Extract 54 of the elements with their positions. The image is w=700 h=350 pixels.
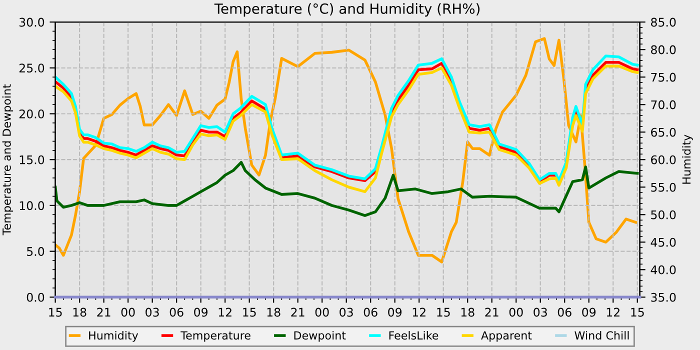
legend-label: Apparent [481, 331, 532, 342]
x-tick-label: 09 [582, 308, 596, 317]
y2-tick-label: 65.0 [651, 128, 676, 137]
x-tick-label: 00 [509, 308, 523, 317]
x-tick-label: 15 [49, 308, 62, 317]
y2-axis-title: Humidity [682, 134, 693, 184]
y-tick-label: 30.0 [20, 18, 44, 27]
y2-tick-label: 60.0 [651, 155, 676, 164]
x-tick-label: 21 [291, 308, 304, 317]
y-tick-label: 25.0 [19, 64, 44, 73]
y2-tick-label: 40.0 [650, 265, 676, 274]
x-tick-label: 15 [437, 308, 450, 317]
x-tick-label: 12 [218, 308, 232, 317]
x-tick-label: 18 [461, 308, 474, 317]
y2-tick-label: 80.0 [651, 45, 676, 54]
x-tick-label: 00 [315, 308, 329, 317]
x-tick-label: 12 [606, 308, 620, 317]
y-tick-label: 0.0 [26, 292, 44, 302]
y-tick-label: 5.0 [27, 247, 44, 256]
y2-tick-label: 75.0 [651, 72, 676, 82]
y-tick-label: 10.0 [20, 201, 44, 210]
y2-tick-label: 70.0 [651, 100, 676, 110]
y-tick-label: 15.0 [20, 155, 44, 164]
x-tick-label: 21 [485, 308, 498, 317]
x-tick-label: 03 [534, 308, 547, 317]
y2-tick-label: 55.0 [651, 182, 676, 192]
legend-label: Humidity [89, 330, 138, 342]
x-tick-label: 15 [243, 308, 256, 317]
x-tick-label: 18 [73, 308, 86, 317]
x-tick-label: 06 [558, 308, 572, 317]
x-tick-label: 18 [267, 308, 280, 317]
legend-label: Temperature [180, 331, 250, 342]
y2-tick-label: 50.0 [651, 210, 676, 220]
legend-label: Dewpoint [294, 330, 346, 342]
x-tick-label: 15 [631, 308, 644, 317]
x-tick-label: 06 [170, 308, 184, 317]
chart-title: Temperature (°C) and Humidity (RH%) [214, 3, 480, 17]
x-tick-label: 09 [194, 308, 208, 317]
x-tick-label: 21 [97, 308, 110, 317]
legend-label: Wind Chill [574, 330, 629, 340]
legend-label: FeelsLike [389, 330, 438, 340]
line-series [55, 37, 638, 264]
y-tick-label: 20.0 [19, 109, 44, 118]
y2-tick-label: 45.0 [650, 238, 676, 247]
x-tick-label: 06 [364, 308, 378, 317]
x-tick-label: 03 [340, 308, 353, 317]
y2-tick-label: 85.0 [651, 18, 676, 27]
y-axis-title: Temperature and Dewpoint [2, 84, 14, 236]
x-tick-label: 12 [412, 308, 426, 317]
line-series [55, 160, 639, 217]
x-tick-label: 09 [388, 308, 402, 317]
x-tick-label: 03 [146, 308, 159, 317]
y2-tick-label: 35.0 [651, 292, 676, 302]
x-tick-label: 00 [121, 308, 135, 317]
